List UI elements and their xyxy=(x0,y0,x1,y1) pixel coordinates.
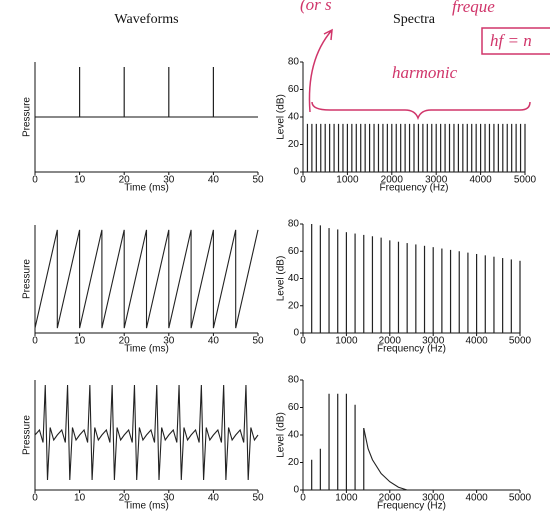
annotation: harmonic xyxy=(392,63,458,82)
y-tick-label: 60 xyxy=(288,402,300,413)
line xyxy=(363,428,408,491)
x-tick-label: 50 xyxy=(252,336,264,347)
x-tick-label: 30 xyxy=(163,175,175,186)
x-tick-label: 0 xyxy=(32,175,38,186)
line xyxy=(34,384,259,481)
column-heading: Spectra xyxy=(393,12,436,27)
x-tick-label: 3000 xyxy=(425,175,448,186)
x-tick-label: 5000 xyxy=(514,175,537,186)
x-tick-label: 1000 xyxy=(335,493,358,504)
y-tick-label: 20 xyxy=(288,300,300,311)
annotation: freque xyxy=(452,0,495,16)
x-tick-label: 4000 xyxy=(465,493,488,504)
y-axis-label: Level (dB) xyxy=(276,256,287,302)
x-tick-label: 3000 xyxy=(422,493,445,504)
x-tick-label: 0 xyxy=(32,493,38,504)
y-tick-label: 40 xyxy=(288,112,300,123)
y-tick-label: 60 xyxy=(288,84,300,95)
x-tick-label: 10 xyxy=(74,493,86,504)
x-tick-label: 1000 xyxy=(336,175,359,186)
y-axis-label: Level (dB) xyxy=(276,94,287,140)
y-tick-label: 40 xyxy=(288,273,300,284)
y-tick-label: 20 xyxy=(288,139,300,150)
x-tick-label: 2000 xyxy=(379,336,402,347)
x-tick-label: 20 xyxy=(119,175,131,186)
x-tick-label: 40 xyxy=(208,336,220,347)
annotation: hf = n xyxy=(490,31,532,50)
x-tick-label: 0 xyxy=(32,336,38,347)
annotation: (or s xyxy=(300,0,332,14)
y-tick-label: 0 xyxy=(293,485,299,496)
y-axis-label: Pressure xyxy=(22,97,33,137)
x-tick-label: 5000 xyxy=(509,493,532,504)
y-tick-label: 40 xyxy=(288,430,300,441)
x-tick-label: 40 xyxy=(208,493,220,504)
y-tick-label: 0 xyxy=(293,328,299,339)
x-tick-label: 1000 xyxy=(335,336,358,347)
x-tick-label: 20 xyxy=(119,336,131,347)
y-axis-label: Pressure xyxy=(22,415,33,455)
annotation-box xyxy=(481,27,550,55)
x-tick-label: 50 xyxy=(252,175,264,186)
x-axis-label: Time (ms) xyxy=(124,344,169,355)
x-tick-label: 2000 xyxy=(381,175,404,186)
x-tick-label: 3000 xyxy=(422,336,445,347)
x-tick-label: 2000 xyxy=(379,493,402,504)
x-tick-label: 50 xyxy=(252,493,264,504)
x-tick-label: 4000 xyxy=(465,336,488,347)
x-axis-label: Frequency (Hz) xyxy=(377,344,446,355)
x-tick-label: 0 xyxy=(300,493,306,504)
x-axis-label: Frequency (Hz) xyxy=(377,501,446,512)
y-axis-label: Pressure xyxy=(22,259,33,299)
x-tick-label: 10 xyxy=(74,336,86,347)
line xyxy=(34,229,259,329)
x-axis-label: Time (ms) xyxy=(124,501,169,512)
x-tick-label: 4000 xyxy=(469,175,492,186)
y-tick-label: 0 xyxy=(293,167,299,178)
y-tick-label: 80 xyxy=(288,219,300,230)
x-axis-label: Time (ms) xyxy=(124,183,169,194)
y-tick-label: 80 xyxy=(288,57,300,68)
x-tick-label: 30 xyxy=(163,336,175,347)
y-axis-label: Level (dB) xyxy=(276,412,287,458)
x-tick-label: 10 xyxy=(74,175,86,186)
annotation-arrow xyxy=(308,28,333,113)
x-tick-label: 40 xyxy=(208,175,220,186)
x-tick-label: 30 xyxy=(163,493,175,504)
annotation-brace xyxy=(311,101,531,121)
x-tick-label: 0 xyxy=(300,336,306,347)
y-tick-label: 80 xyxy=(288,375,300,386)
x-tick-label: 5000 xyxy=(509,336,532,347)
column-heading: Waveforms xyxy=(114,12,178,27)
x-axis-label: Frequency (Hz) xyxy=(380,183,449,194)
x-tick-label: 0 xyxy=(300,175,306,186)
y-tick-label: 20 xyxy=(288,457,300,468)
x-tick-label: 20 xyxy=(119,493,131,504)
y-tick-label: 60 xyxy=(288,246,300,257)
